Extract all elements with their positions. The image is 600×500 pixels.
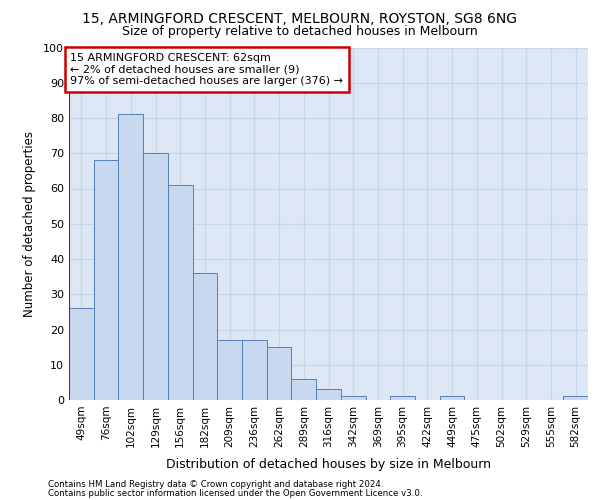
Bar <box>267 347 292 400</box>
Bar <box>563 396 588 400</box>
Bar <box>69 308 94 400</box>
Bar <box>217 340 242 400</box>
Text: Contains public sector information licensed under the Open Government Licence v3: Contains public sector information licen… <box>48 488 422 498</box>
Bar <box>193 273 217 400</box>
Bar <box>292 379 316 400</box>
Text: Contains HM Land Registry data © Crown copyright and database right 2024.: Contains HM Land Registry data © Crown c… <box>48 480 383 489</box>
Y-axis label: Number of detached properties: Number of detached properties <box>23 130 36 317</box>
Text: 15 ARMINGFORD CRESCENT: 62sqm
← 2% of detached houses are smaller (9)
97% of sem: 15 ARMINGFORD CRESCENT: 62sqm ← 2% of de… <box>70 53 343 86</box>
Text: 15, ARMINGFORD CRESCENT, MELBOURN, ROYSTON, SG8 6NG: 15, ARMINGFORD CRESCENT, MELBOURN, ROYST… <box>83 12 517 26</box>
X-axis label: Distribution of detached houses by size in Melbourn: Distribution of detached houses by size … <box>166 458 491 471</box>
Bar <box>143 153 168 400</box>
Bar <box>390 396 415 400</box>
Bar <box>242 340 267 400</box>
Bar <box>440 396 464 400</box>
Bar <box>94 160 118 400</box>
Bar <box>316 390 341 400</box>
Text: Size of property relative to detached houses in Melbourn: Size of property relative to detached ho… <box>122 25 478 38</box>
Bar <box>118 114 143 400</box>
Bar <box>168 185 193 400</box>
Bar <box>341 396 365 400</box>
